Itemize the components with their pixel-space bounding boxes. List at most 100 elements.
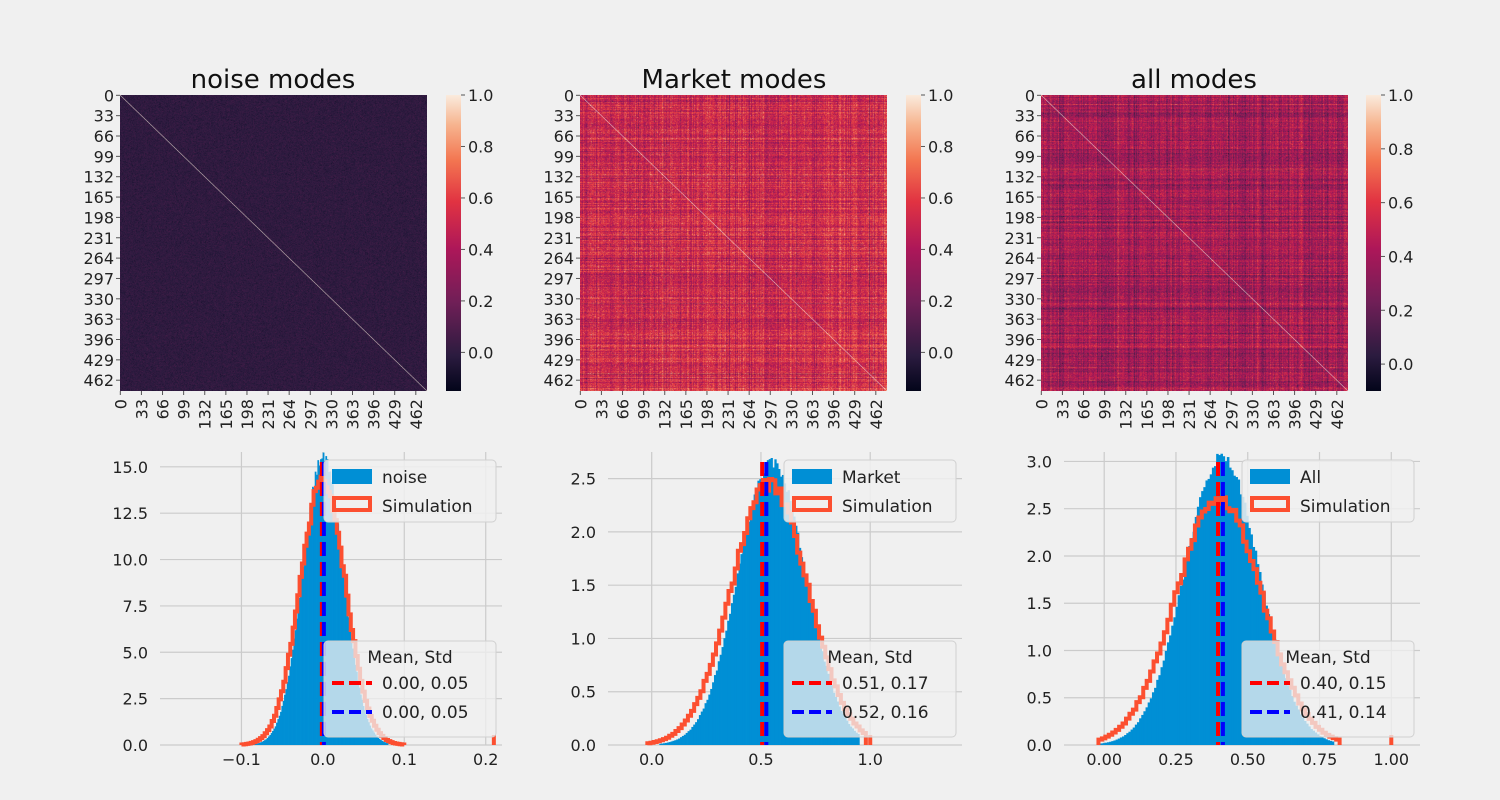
x-tick-label: 198 bbox=[698, 399, 717, 430]
histogram-bar bbox=[730, 603, 734, 745]
y-tick-label: 0.5 bbox=[1027, 689, 1052, 708]
x-tick-label: 0.2 bbox=[473, 750, 498, 769]
histogram-bar bbox=[328, 472, 330, 745]
histogram-bar bbox=[1203, 487, 1206, 745]
histogram-bar bbox=[710, 688, 713, 745]
histogram-bar bbox=[685, 732, 688, 745]
y-tick-label: 10.0 bbox=[112, 551, 148, 570]
histogram-bar bbox=[377, 737, 380, 745]
histogram-bar bbox=[312, 486, 314, 745]
histogram-bar bbox=[373, 732, 376, 745]
legend-series: All Simulation bbox=[1241, 459, 1415, 523]
x-tick-label: 99 bbox=[175, 399, 194, 419]
histogram-bar bbox=[738, 563, 741, 745]
histogram-bar bbox=[757, 480, 760, 745]
histogram-bar bbox=[304, 551, 306, 745]
y-tick-label: 198 bbox=[83, 208, 114, 227]
histogram-bar bbox=[853, 730, 856, 745]
histogram-bar bbox=[1325, 739, 1328, 745]
heatmap-title: noise modes bbox=[191, 65, 356, 95]
histogram-bar bbox=[1173, 617, 1176, 745]
histogram-bar bbox=[719, 654, 722, 745]
legend-label: 0.41, 0.14 bbox=[1300, 703, 1387, 723]
histogram-bar bbox=[262, 740, 265, 745]
histogram-bar bbox=[751, 507, 755, 745]
histogram-bar bbox=[1233, 475, 1236, 745]
histogram-bar bbox=[1248, 527, 1251, 745]
histogram-bar bbox=[385, 742, 388, 745]
histogram-bar bbox=[1190, 538, 1194, 745]
histogram-bar bbox=[1134, 724, 1138, 745]
histogram-bar bbox=[1143, 711, 1146, 745]
histogram-bar bbox=[325, 456, 328, 745]
legend-title: Mean, Std bbox=[367, 648, 452, 668]
histogram-bar bbox=[1214, 466, 1217, 745]
histogram-bar bbox=[298, 597, 301, 745]
histogram-bar bbox=[1171, 625, 1174, 745]
legend-swatch-simulation bbox=[792, 496, 832, 512]
y-tick-label: 132 bbox=[1004, 168, 1035, 187]
colorbar-tick-label: 0.8 bbox=[468, 137, 493, 156]
y-tick-label: 33 bbox=[554, 107, 574, 126]
y-tick-label: 33 bbox=[94, 107, 114, 126]
legend-label: Simulation bbox=[1300, 497, 1391, 517]
histogram-bar bbox=[778, 469, 781, 745]
colorbar-tick-label: 0.4 bbox=[1388, 247, 1413, 266]
histogram-bar bbox=[1239, 494, 1243, 745]
y-tick-label: 0.0 bbox=[571, 736, 596, 755]
x-tick-label: 0.1 bbox=[392, 750, 417, 769]
colorbar-tick-label: 0.4 bbox=[928, 240, 953, 259]
histogram-bar bbox=[1211, 467, 1215, 745]
histogram-bar bbox=[783, 483, 787, 745]
histogram-bar bbox=[1166, 642, 1170, 745]
histogram-bar bbox=[1220, 453, 1223, 745]
x-tick-label: 165 bbox=[677, 399, 696, 430]
y-tick-label: 5.0 bbox=[123, 643, 148, 662]
colorbar-tick-label: 0.6 bbox=[928, 189, 953, 208]
histogram-bar bbox=[1186, 559, 1189, 745]
histogram-bar bbox=[708, 694, 711, 745]
x-tick-label: 0.25 bbox=[1158, 750, 1194, 769]
histogram-bar bbox=[1222, 456, 1226, 745]
histogram-bar bbox=[265, 739, 268, 745]
histogram-bar bbox=[305, 539, 308, 745]
x-tick-label: 231 bbox=[719, 399, 738, 430]
x-tick-label: 66 bbox=[614, 399, 633, 419]
histogram-bar bbox=[1331, 741, 1335, 745]
histogram-bar bbox=[676, 739, 679, 745]
histogram-bar bbox=[336, 518, 338, 745]
histogram-bar bbox=[713, 675, 717, 745]
histogram-bar bbox=[791, 511, 794, 745]
histogram-bar bbox=[1100, 743, 1104, 745]
x-tick-label: 396 bbox=[825, 399, 844, 430]
legend-swatch-simulation bbox=[332, 496, 372, 512]
y-tick-label: 264 bbox=[83, 249, 114, 268]
histogram-bar bbox=[1175, 606, 1179, 745]
y-tick-label: 264 bbox=[543, 249, 574, 268]
x-tick-label: 297 bbox=[761, 399, 780, 430]
y-tick-label: 0 bbox=[104, 86, 114, 105]
x-tick-label: 0.5 bbox=[748, 750, 773, 769]
x-tick-label: −0.1 bbox=[222, 750, 261, 769]
histogram-bar bbox=[280, 711, 282, 745]
x-tick-label: 330 bbox=[782, 399, 801, 430]
x-tick-label: 264 bbox=[1201, 399, 1220, 430]
histogram-bar bbox=[293, 638, 296, 745]
x-tick-label: 132 bbox=[1117, 399, 1136, 430]
simulation-outlier-bin bbox=[868, 735, 873, 745]
histogram-bar bbox=[689, 729, 692, 745]
histogram-bar bbox=[384, 742, 386, 745]
histogram-bar bbox=[725, 630, 728, 745]
histogram-bar bbox=[309, 507, 312, 745]
colorbar-tick-label: 0.8 bbox=[928, 137, 953, 156]
colorbar-tick-label: 0.0 bbox=[468, 343, 493, 362]
y-tick-label: 330 bbox=[83, 290, 114, 309]
legend-label: noise bbox=[382, 468, 427, 488]
colorbar bbox=[446, 95, 461, 391]
histogram-bar bbox=[774, 459, 777, 745]
colorbar-tick-label: 0.4 bbox=[468, 240, 493, 259]
histogram-bar bbox=[380, 739, 382, 745]
y-tick-label: 66 bbox=[554, 127, 574, 146]
x-tick-label: 429 bbox=[1307, 399, 1326, 430]
histogram-bar bbox=[332, 484, 334, 745]
